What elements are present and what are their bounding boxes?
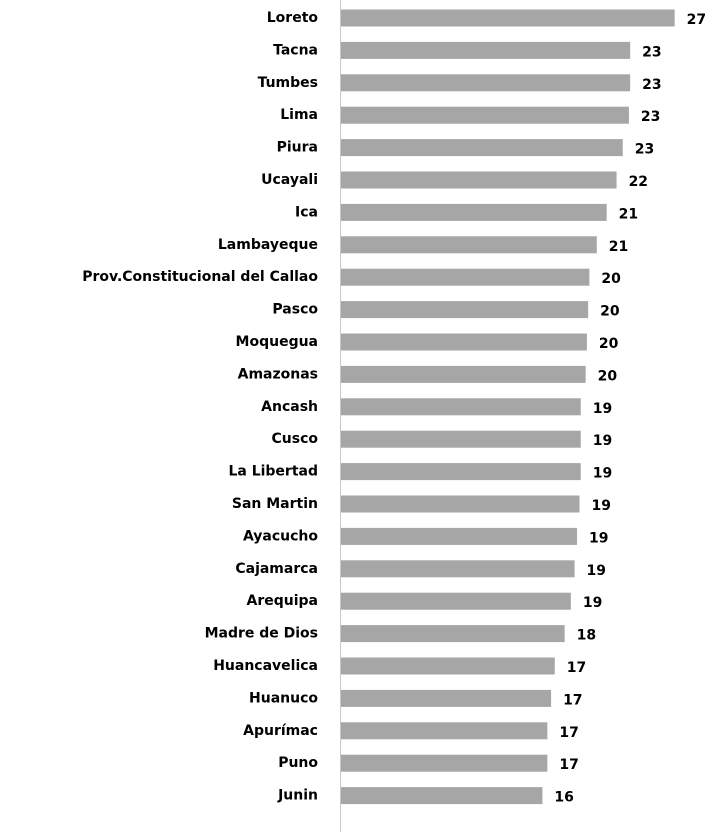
value-label: 17 xyxy=(559,725,578,741)
bar xyxy=(341,268,590,286)
bar xyxy=(341,139,623,157)
bar xyxy=(341,527,578,545)
category-label: Arequipa xyxy=(247,593,319,609)
value-label: 27 xyxy=(687,12,706,28)
bar xyxy=(341,236,597,254)
category-label: Loreto xyxy=(267,10,319,26)
category-label: Huanuco xyxy=(249,690,318,706)
value-label: 16 xyxy=(554,790,573,806)
category-label: Tumbes xyxy=(258,75,318,91)
value-label: 17 xyxy=(563,692,582,708)
value-label: 20 xyxy=(601,271,621,287)
value-label: 19 xyxy=(591,498,610,514)
bar xyxy=(341,9,675,27)
value-label: 23 xyxy=(635,142,654,158)
bar xyxy=(341,41,631,59)
bar xyxy=(341,495,580,513)
category-label: Junin xyxy=(277,788,318,804)
category-label: Prov.Constitucional del Callao xyxy=(82,269,318,285)
bar xyxy=(341,301,589,319)
value-label: 20 xyxy=(599,336,619,352)
category-label: Huancavelica xyxy=(213,658,318,674)
value-label: 19 xyxy=(589,530,608,546)
bar xyxy=(341,657,555,675)
value-label: 18 xyxy=(577,628,596,644)
category-label: Ayacucho xyxy=(243,528,318,544)
value-label: 19 xyxy=(593,466,612,482)
value-label: 20 xyxy=(600,304,620,320)
bar xyxy=(341,592,571,610)
category-label: Cusco xyxy=(272,431,319,447)
bar xyxy=(341,689,552,707)
bar xyxy=(341,430,581,448)
bar xyxy=(341,74,631,92)
value-label: 21 xyxy=(609,239,628,255)
bar xyxy=(341,398,581,416)
category-label: Ancash xyxy=(261,399,318,415)
bar xyxy=(341,463,581,481)
category-label: Lima xyxy=(280,107,318,123)
bar xyxy=(341,106,629,124)
value-label: 17 xyxy=(567,660,586,676)
category-label: Piura xyxy=(277,140,318,156)
bar xyxy=(341,333,587,351)
value-label: 23 xyxy=(642,44,661,60)
category-label: Ucayali xyxy=(261,172,318,188)
value-label: 22 xyxy=(629,174,648,190)
category-label: Pasco xyxy=(272,302,318,318)
value-label: 19 xyxy=(583,595,602,611)
bar xyxy=(341,171,617,189)
value-label: 23 xyxy=(641,109,660,125)
bar xyxy=(341,754,548,772)
value-label: 19 xyxy=(587,563,606,579)
bar xyxy=(341,625,565,643)
category-label: La Libertad xyxy=(228,464,318,480)
bar xyxy=(341,365,586,383)
value-label: 19 xyxy=(593,433,612,449)
category-label: Apurímac xyxy=(243,723,318,739)
value-label: 17 xyxy=(559,757,578,773)
category-label: Tacna xyxy=(273,42,318,58)
category-label: Amazonas xyxy=(238,366,318,382)
value-label: 20 xyxy=(598,368,618,384)
category-label: Madre de Dios xyxy=(205,626,318,642)
value-label: 23 xyxy=(642,77,661,93)
category-label: Puno xyxy=(278,755,318,771)
category-label: Ica xyxy=(295,204,318,220)
category-label: Moquegua xyxy=(236,334,318,350)
value-label: 19 xyxy=(593,401,612,417)
category-label: San Martin xyxy=(232,496,318,512)
bar xyxy=(341,560,575,578)
category-label: Cajamarca xyxy=(235,561,318,577)
bar xyxy=(341,203,607,221)
bar xyxy=(341,722,548,740)
category-label: Lambayeque xyxy=(218,237,318,253)
value-label: 21 xyxy=(619,206,638,222)
bar xyxy=(341,787,543,805)
